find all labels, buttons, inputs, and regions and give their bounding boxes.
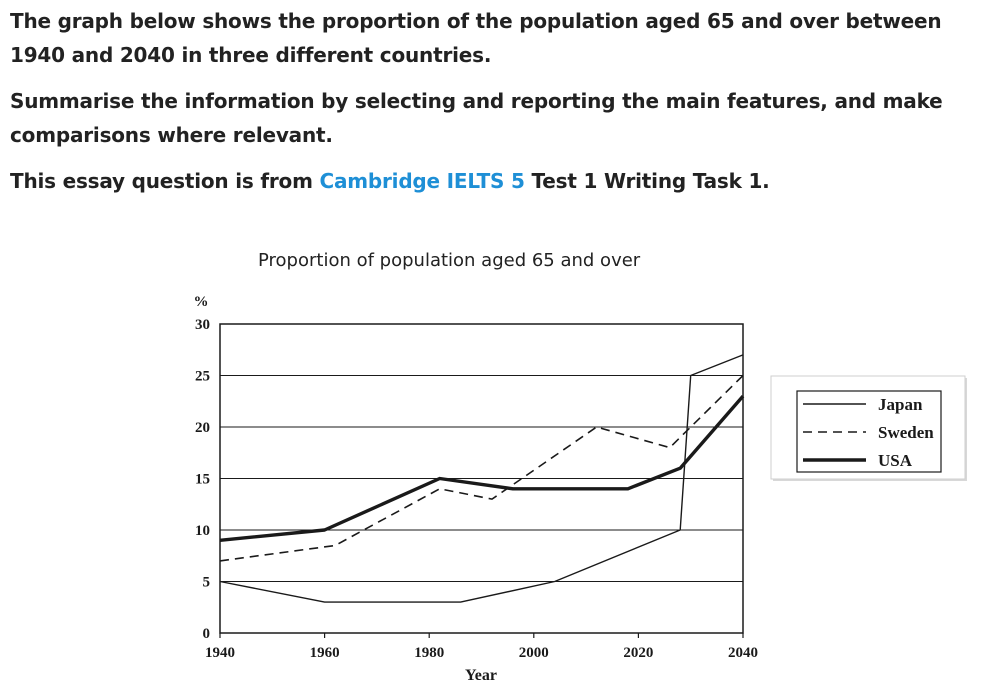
y-tick-label: 15 [195, 472, 210, 488]
legend-inner-frame [796, 390, 942, 473]
prompt-line-1: The graph below shows the proportion of … [10, 9, 942, 67]
plot-frame [219, 323, 744, 634]
y-tick-label: 0 [203, 626, 211, 642]
y-tick-label: 25 [195, 369, 210, 385]
cambridge-ielts-link[interactable]: Cambridge IELTS 5 [319, 169, 525, 193]
series-line-usa [219, 394, 745, 542]
y-axis-label: % [194, 294, 209, 310]
x-tick-labels: 1940 1960 1980 2000 2020 2040 [205, 633, 758, 661]
x-tick-label: 1980 [414, 645, 444, 661]
legend-label-sweden: Sweden [878, 423, 934, 442]
series-layer [219, 354, 745, 603]
y-tick-label: 30 [195, 317, 210, 333]
legend: Japan Sweden USA [770, 375, 967, 481]
grid-layer [220, 375, 743, 582]
legend-label-usa: USA [878, 451, 913, 470]
prompt-line-3: This essay question is from Cambridge IE… [10, 164, 970, 198]
y-tick-labels: 0 5 10 15 20 25 30 [195, 317, 210, 642]
x-tick-label: 2040 [728, 645, 758, 661]
prompt-line-2: Summarise the information by selecting a… [10, 89, 943, 147]
y-tick-label: 5 [203, 575, 211, 591]
y-tick-label: 20 [195, 420, 210, 436]
x-tick-label: 1940 [205, 645, 235, 661]
chart-title: Proportion of population aged 65 and ove… [258, 250, 641, 271]
series-line-sweden [219, 374, 744, 562]
series-line-japan [219, 354, 744, 603]
prompt-line-3-pre: This essay question is from [10, 169, 320, 193]
y-tick-label: 10 [195, 523, 210, 539]
x-axis-label: Year [465, 667, 497, 684]
prompt: The graph below shows the proportion of … [10, 4, 970, 210]
x-tick-label: 2020 [623, 645, 653, 661]
x-tick-label: 1960 [310, 645, 340, 661]
legend-label-japan: Japan [878, 395, 923, 414]
prompt-line-3-post: Test 1 Writing Task 1. [524, 169, 770, 193]
legend-box [770, 375, 966, 480]
x-tick-label: 2000 [519, 645, 549, 661]
